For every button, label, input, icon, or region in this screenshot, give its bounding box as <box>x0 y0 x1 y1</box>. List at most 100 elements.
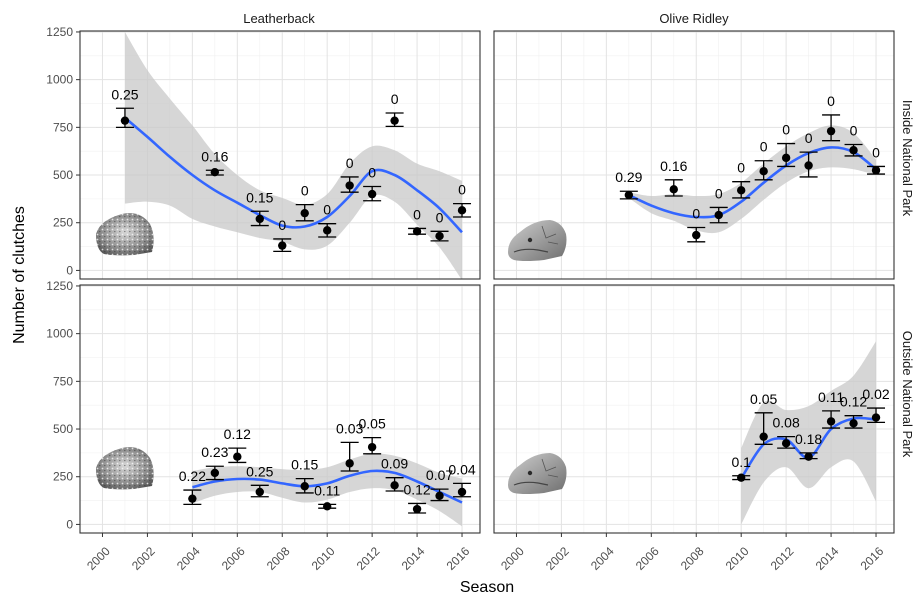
data-point <box>759 167 768 176</box>
value-label: 0 <box>827 93 835 109</box>
y-tick-label: 0 <box>66 263 73 277</box>
value-label: 0 <box>413 206 421 222</box>
x-tick-label: 2010 <box>723 544 752 573</box>
x-tick-label: 2014 <box>813 544 842 573</box>
value-label: 0 <box>368 164 376 180</box>
value-label: 0.25 <box>111 86 138 102</box>
olive-ridley-head-image-outside <box>508 453 567 494</box>
trend-line <box>124 116 463 234</box>
value-label: 0.15 <box>246 189 273 205</box>
panel-leatherback-outside-national-park: 0.22 0.23 0.12 0.25 0.15 0.11 0.030.05 0.09 0.12… <box>46 279 481 573</box>
value-label: 0.12 <box>840 394 867 410</box>
value-label: 0.23 <box>201 444 228 460</box>
y-tick-label: 1250 <box>46 25 73 39</box>
data-point <box>435 231 444 241</box>
value-label: 0 <box>872 144 880 160</box>
data-point <box>871 166 881 175</box>
x-tick-label: 2000 <box>84 544 113 573</box>
x-tick-label: 2006 <box>633 544 662 573</box>
data-point <box>849 146 858 155</box>
value-label: 0 <box>850 123 858 139</box>
value-label: 0.11 <box>818 389 844 405</box>
y-tick-label: 1250 <box>46 279 73 293</box>
panel-plot-area <box>124 32 463 279</box>
x-tick-label: 2000 <box>498 544 527 573</box>
data-point <box>457 206 467 215</box>
panel-border <box>79 30 481 280</box>
value-label: 0 <box>692 205 700 221</box>
value-label: 0.22 <box>179 468 206 484</box>
value-label: 0 <box>346 155 354 171</box>
value-label: 0.15 <box>291 457 318 473</box>
y-tick-label: 1000 <box>46 327 73 341</box>
data-point <box>412 504 422 514</box>
y-tick-label: 500 <box>53 422 73 436</box>
panel-border <box>79 284 481 534</box>
value-label: 0 <box>323 202 331 218</box>
leatherback-head-image-outside <box>96 447 154 490</box>
value-label: 0 <box>436 209 444 225</box>
olive-ridley-head-image <box>508 220 567 261</box>
data-point <box>736 473 746 482</box>
data-point <box>826 126 836 136</box>
y-tick-label: 500 <box>53 168 73 182</box>
x-tick-label: 2012 <box>354 544 383 573</box>
value-label: 0 <box>715 185 723 201</box>
trend-line <box>628 146 877 219</box>
x-tick-label: 2002 <box>129 544 158 573</box>
x-tick-label: 2014 <box>399 544 428 573</box>
data-point <box>736 186 746 195</box>
trend-line <box>192 469 463 504</box>
value-label: 0 <box>737 160 745 176</box>
value-label: 0.05 <box>750 391 777 407</box>
value-label: 0.07 <box>426 467 453 483</box>
value-label: 0.16 <box>660 158 687 174</box>
data-point <box>367 189 377 199</box>
data-point <box>669 185 678 194</box>
data-point <box>759 432 768 441</box>
data-point <box>412 227 422 236</box>
leatherback-head-image <box>96 213 154 256</box>
value-label: 0.04 <box>448 461 475 477</box>
y-tick-label: 1000 <box>46 73 73 87</box>
data-point <box>345 459 354 468</box>
value-label: 0.05 <box>359 416 386 432</box>
data-point <box>210 167 220 177</box>
x-tick-label: 2004 <box>174 544 203 573</box>
data-point <box>804 452 813 461</box>
x-tick-label: 2006 <box>219 544 248 573</box>
data-point <box>233 452 242 461</box>
data-point <box>826 417 836 426</box>
value-label: 0.11 <box>314 482 340 498</box>
value-label: 0.02 <box>862 386 889 402</box>
strip-label-inside-national-park: Inside National Park <box>900 100 914 217</box>
value-label: 0.09 <box>381 456 408 472</box>
panel-border <box>493 284 895 534</box>
x-axis-title: Season <box>460 579 514 596</box>
data-point <box>457 487 467 497</box>
value-label: 0 <box>458 182 466 198</box>
data-point <box>322 226 332 235</box>
value-label: 0.03 <box>336 420 363 436</box>
y-tick-label: 250 <box>53 470 73 484</box>
x-tick-label: 2016 <box>858 544 887 573</box>
data-point <box>188 494 197 503</box>
x-tick-label: 2002 <box>543 544 572 573</box>
data-point <box>849 419 858 428</box>
data-point <box>714 210 723 220</box>
data-point <box>692 230 701 240</box>
value-label: 0 <box>391 91 399 107</box>
data-point <box>300 482 309 491</box>
value-label: 0.29 <box>615 169 642 185</box>
value-label: 0 <box>278 217 286 233</box>
data-point <box>322 502 332 511</box>
value-label: 0.18 <box>795 431 822 447</box>
data-point <box>435 491 444 500</box>
x-tick-label: 2008 <box>678 544 707 573</box>
confidence-band <box>124 32 462 279</box>
data-point <box>300 208 309 218</box>
x-tick-label: 2010 <box>309 544 338 573</box>
value-label: 0 <box>301 183 309 199</box>
